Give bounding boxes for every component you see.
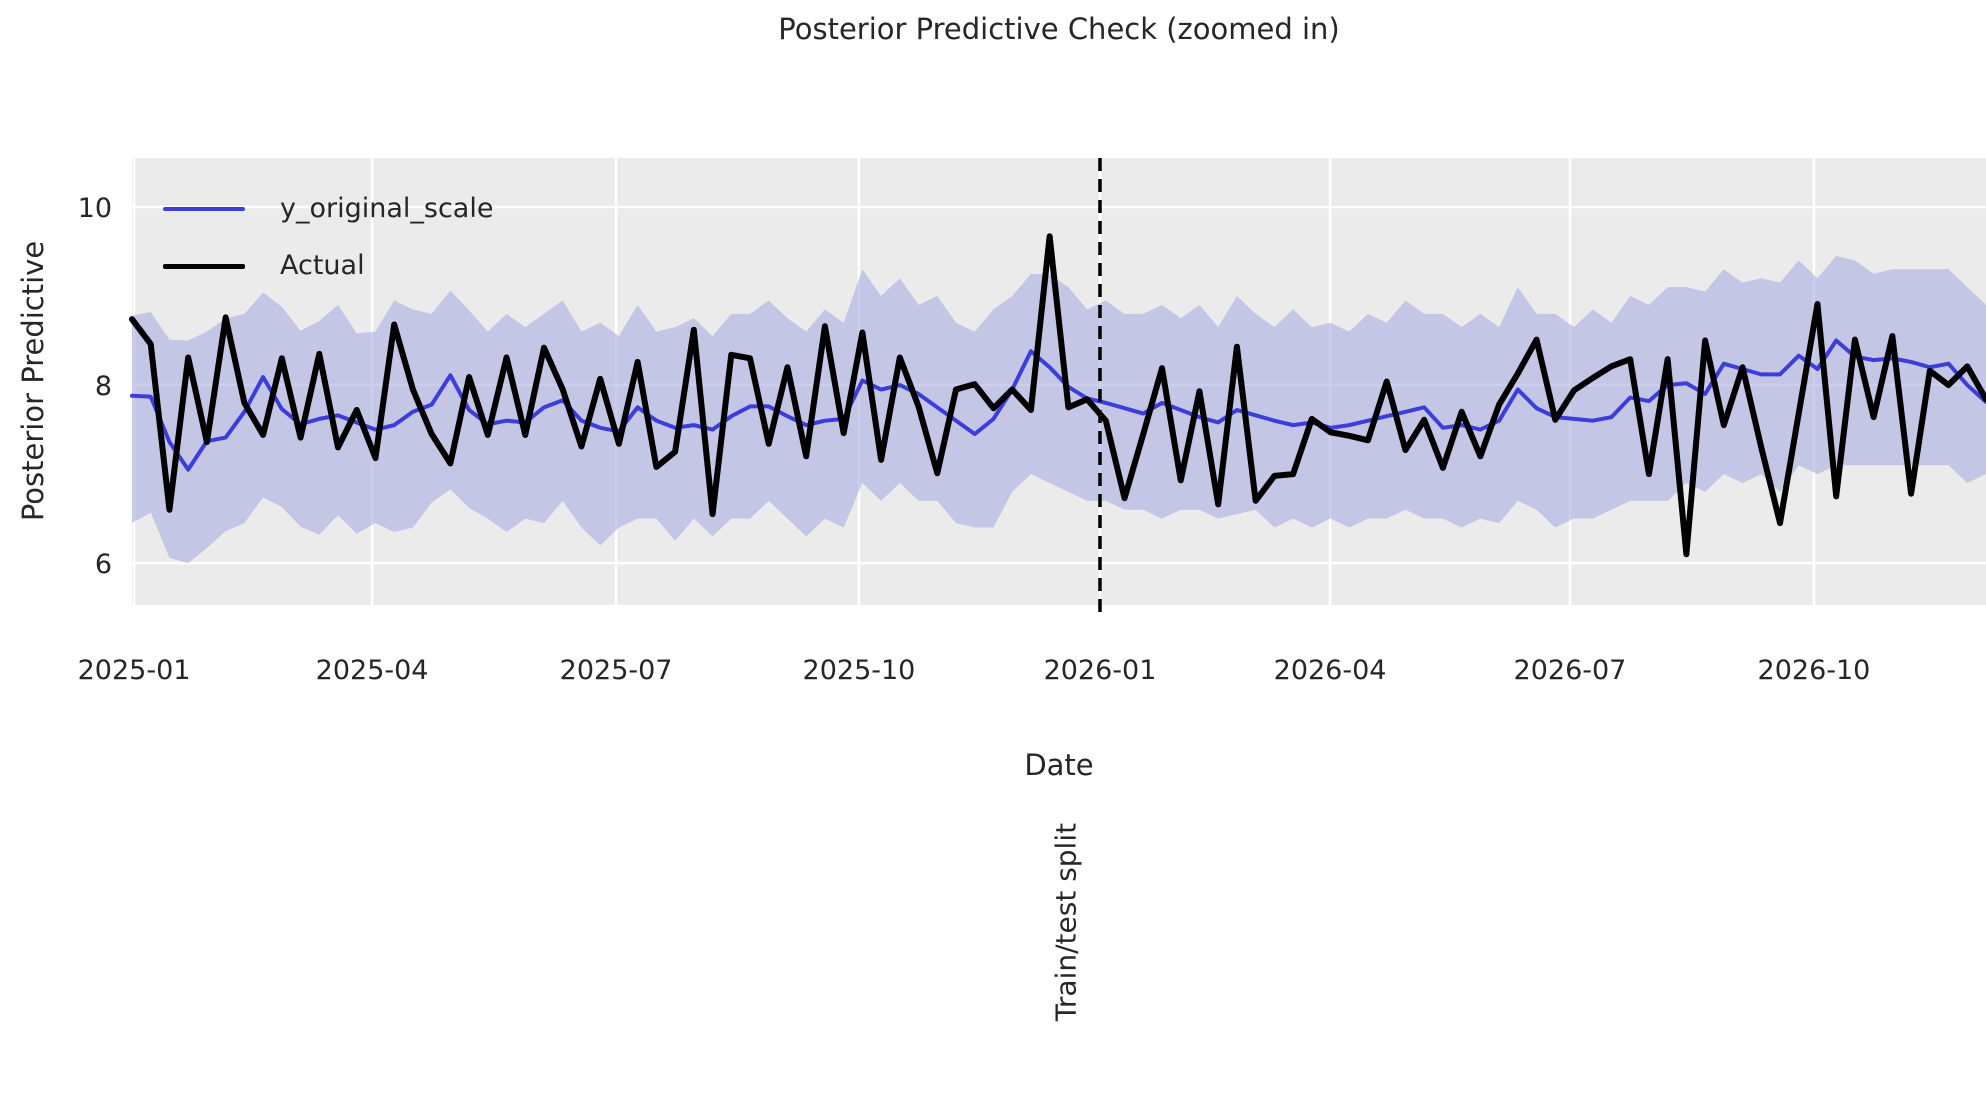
x-tick-label: 2026-07 bbox=[1514, 655, 1627, 686]
actual-line-swatch bbox=[163, 263, 245, 269]
legend-item-y-original-scale: y_original_scale bbox=[163, 193, 493, 225]
train-test-split-label: Train/test split bbox=[1049, 822, 1083, 1022]
chart-title: Posterior Predictive Check (zoomed in) bbox=[778, 12, 1340, 46]
uncertainty-band bbox=[132, 255, 1986, 564]
x-tick-label: 2026-01 bbox=[1044, 655, 1157, 686]
x-tick-label: 2026-10 bbox=[1758, 655, 1871, 686]
legend-item-actual: Actual bbox=[163, 250, 493, 282]
actual-series-line bbox=[129, 233, 1986, 558]
predicted-line-swatch bbox=[163, 207, 245, 211]
x-axis-label: Date bbox=[1024, 748, 1094, 782]
predicted-series-line bbox=[130, 338, 1986, 472]
x-tick-label: 2025-10 bbox=[803, 655, 916, 686]
x-tick-label: 2025-07 bbox=[560, 655, 673, 686]
x-tick-label: 2025-04 bbox=[316, 655, 429, 686]
y-tick-label: 10 bbox=[78, 193, 112, 224]
y-tick-label: 8 bbox=[95, 371, 112, 402]
legend-label-actual: Actual bbox=[280, 250, 365, 281]
y-axis-label: Posterior Predictive bbox=[16, 240, 50, 522]
legend-label-y-original-scale: y_original_scale bbox=[280, 193, 494, 224]
legend: y_original_scale Actual bbox=[163, 193, 493, 282]
y-tick-label: 6 bbox=[95, 549, 112, 580]
x-tick-label: 2025-01 bbox=[78, 655, 191, 686]
x-tick-label: 2026-04 bbox=[1274, 655, 1387, 686]
